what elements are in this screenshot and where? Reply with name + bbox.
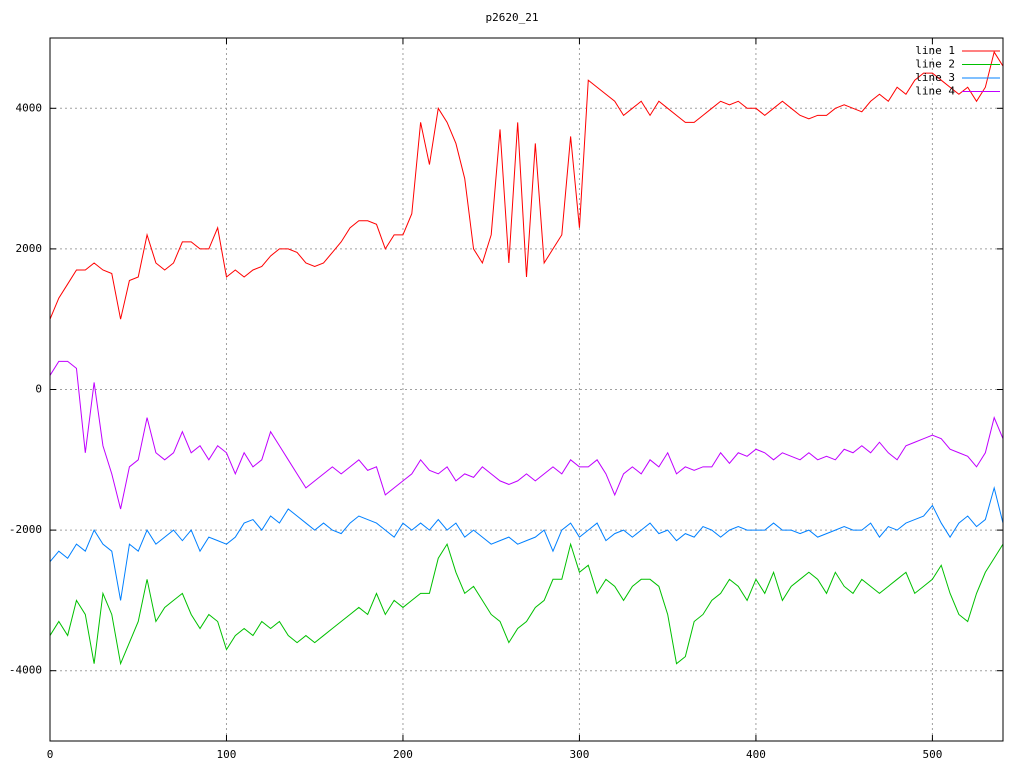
- data-line: [49, 360, 1004, 510]
- legend-label: line 4: [915, 85, 955, 98]
- legend-label: line 3: [915, 71, 955, 84]
- x-tick-label: 100: [217, 748, 237, 761]
- x-tick-label: 200: [393, 748, 413, 761]
- y-tick-label: -4000: [9, 664, 42, 677]
- data-line: [49, 485, 1004, 601]
- y-tick-label: -2000: [9, 523, 42, 536]
- y-tick-label: 2000: [16, 242, 43, 255]
- x-tick-label: 500: [922, 748, 942, 761]
- x-tick-label: 0: [47, 748, 54, 761]
- x-tick-label: 300: [570, 748, 590, 761]
- data-line: [49, 542, 1004, 666]
- grid: -4000 -2000 0 2000 4000 0 100 200 300 400 500: [9, 38, 1003, 761]
- plot-lines: [49, 50, 1004, 666]
- y-tick-label: 4000: [16, 101, 43, 114]
- legend-label: line 1: [915, 44, 955, 57]
- plot-frame: [49, 37, 1004, 742]
- y-tick-label: 0: [35, 383, 42, 396]
- data-line: [49, 50, 1004, 320]
- legend-label: line 2: [915, 58, 955, 71]
- chart-title: p2620_21: [486, 11, 539, 24]
- x-tick-label: 400: [746, 748, 766, 761]
